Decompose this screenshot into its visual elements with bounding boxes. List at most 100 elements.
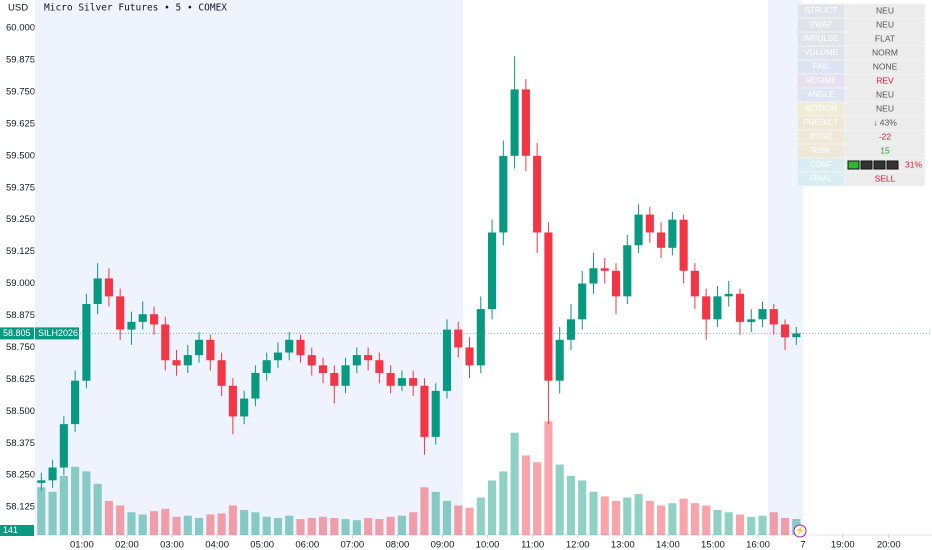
price-badge bbox=[0, 327, 34, 340]
table-value-cell bbox=[844, 171, 926, 187]
volume-bar bbox=[724, 512, 733, 535]
table-value: -22 bbox=[879, 131, 892, 141]
candle-body bbox=[623, 245, 632, 297]
candle-body bbox=[476, 309, 485, 366]
table-label: CONF bbox=[810, 160, 833, 169]
table-label: VWAP bbox=[809, 20, 832, 29]
x-tick-label: 07:00 bbox=[340, 540, 364, 550]
x-tick-label: 14:00 bbox=[656, 540, 680, 550]
volume-bar bbox=[172, 516, 181, 535]
volume-bar bbox=[273, 517, 283, 535]
y-tick-label: 59.500 bbox=[6, 150, 35, 161]
table-label: STRUCT bbox=[805, 6, 838, 15]
volume-bar bbox=[71, 466, 80, 535]
candle-body bbox=[149, 314, 159, 325]
candle-body bbox=[544, 232, 553, 381]
x-tick-label: 09:00 bbox=[431, 540, 455, 550]
volume-bar bbox=[544, 421, 553, 535]
x-tick-label: 06:00 bbox=[295, 540, 319, 550]
table-label: PREDICT bbox=[803, 118, 838, 127]
table-value: NONE bbox=[873, 61, 898, 71]
volume-bar bbox=[420, 487, 429, 535]
table-label: IMPULSE bbox=[803, 34, 838, 43]
candle-body bbox=[307, 355, 316, 366]
x-tick-label: 04:00 bbox=[205, 540, 229, 550]
y-tick-label: 60.000 bbox=[6, 23, 35, 34]
session-shade bbox=[35, 0, 463, 535]
candle-body bbox=[769, 309, 778, 325]
volume-bar bbox=[82, 471, 91, 535]
volume-bar bbox=[285, 515, 294, 535]
volume-bar bbox=[657, 505, 666, 535]
volume-bar bbox=[127, 512, 136, 535]
table-label: RISK bbox=[812, 146, 831, 155]
y-tick-label: 58.625 bbox=[6, 374, 35, 385]
volume-bar bbox=[183, 515, 192, 535]
y-tick-label: 59.875 bbox=[6, 55, 35, 66]
candle-body bbox=[454, 329, 463, 348]
candle-body bbox=[600, 268, 609, 271]
flash-icon bbox=[793, 524, 807, 538]
y-tick-label: 59.750 bbox=[6, 86, 35, 97]
volume-bar bbox=[533, 462, 542, 535]
volume-bar bbox=[240, 510, 249, 535]
currency: USD bbox=[8, 3, 28, 14]
candle-body bbox=[172, 360, 181, 366]
volume-bar bbox=[330, 517, 339, 535]
volume-bar bbox=[116, 505, 125, 535]
candle-body bbox=[386, 373, 395, 386]
candle-body bbox=[116, 296, 125, 330]
y-tick-label: 59.625 bbox=[6, 118, 35, 129]
volume-bar bbox=[589, 491, 598, 535]
conf-box bbox=[860, 160, 873, 170]
table-value: REV bbox=[876, 75, 894, 85]
volume-bar bbox=[747, 516, 756, 535]
candle-body bbox=[330, 373, 339, 386]
volume-bar bbox=[364, 517, 373, 535]
candle-body bbox=[713, 296, 722, 320]
conf-box bbox=[847, 160, 860, 170]
candle-body bbox=[578, 283, 587, 320]
candle-body bbox=[634, 214, 643, 246]
candle-body bbox=[611, 270, 621, 297]
volume-bar bbox=[149, 511, 159, 535]
volume-bar bbox=[352, 520, 361, 535]
y-tick-label: 58.875 bbox=[6, 310, 35, 321]
y-tick-label: 58.500 bbox=[6, 406, 35, 417]
candle-body bbox=[499, 155, 508, 233]
volume-bar bbox=[634, 494, 643, 535]
candle-body bbox=[645, 214, 654, 233]
candle-body bbox=[589, 268, 598, 284]
candle-body bbox=[71, 380, 80, 425]
candle-body bbox=[217, 360, 226, 386]
conf-box bbox=[886, 160, 899, 170]
volume-bar bbox=[454, 505, 463, 535]
candle-body bbox=[93, 278, 102, 305]
candle-body bbox=[104, 278, 113, 297]
volume-bar bbox=[780, 517, 790, 535]
candle-body bbox=[352, 355, 361, 366]
volume-bar bbox=[600, 496, 609, 535]
volume-bar bbox=[611, 500, 621, 535]
candle-body bbox=[341, 365, 350, 386]
table-value: NORM bbox=[872, 47, 898, 57]
table-value: ↓ 43% bbox=[873, 117, 897, 127]
table-value: NEU bbox=[876, 103, 894, 113]
volume-bar bbox=[645, 500, 654, 535]
volume-bar bbox=[713, 510, 722, 535]
x-tick-label: 03:00 bbox=[160, 540, 184, 550]
volume-bar bbox=[59, 475, 68, 535]
y-tick-label: 59.125 bbox=[6, 246, 35, 257]
y-tick-label: 58.125 bbox=[6, 502, 35, 513]
table-value: NEU bbox=[876, 5, 894, 15]
volume-bar bbox=[217, 513, 226, 535]
candle-body bbox=[735, 293, 745, 322]
volume-bar bbox=[510, 432, 519, 535]
volume-bar bbox=[195, 517, 204, 535]
candle-body bbox=[251, 373, 260, 399]
volume-bar bbox=[262, 516, 271, 535]
volume-bar bbox=[228, 505, 237, 535]
table-label: FAIL bbox=[813, 62, 830, 71]
volume-bar bbox=[206, 514, 215, 535]
